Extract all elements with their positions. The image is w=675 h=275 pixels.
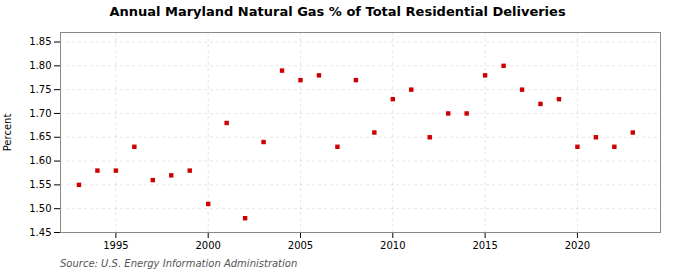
svg-text:1.45: 1.45 — [29, 227, 51, 238]
svg-text:1.85: 1.85 — [29, 36, 51, 47]
html-text:Source: U.S. Energy Informatio: Source: U.S. Energy Information Administ… — [60, 258, 298, 269]
svg-text:2020: 2020 — [565, 240, 590, 251]
svg-text:1995: 1995 — [103, 240, 128, 251]
svg-text:2005: 2005 — [288, 240, 313, 251]
svg-text:2015: 2015 — [472, 240, 497, 251]
svg-text:2000: 2000 — [195, 240, 220, 251]
svg-text:1.80: 1.80 — [29, 60, 51, 71]
svg-text:1.55: 1.55 — [29, 179, 51, 190]
svg-text:2010: 2010 — [380, 240, 405, 251]
html-text:Annual Maryland Natural Gas %: Annual Maryland Natural Gas % of Total R… — [109, 4, 566, 19]
svg-text:1.65: 1.65 — [29, 131, 51, 142]
svg-text:1.50: 1.50 — [29, 203, 51, 214]
svg-text:1.75: 1.75 — [29, 84, 51, 95]
svg-text:1.70: 1.70 — [29, 108, 51, 119]
svg-text:Percent: Percent — [2, 114, 13, 152]
svg-text:1.60: 1.60 — [29, 155, 51, 166]
